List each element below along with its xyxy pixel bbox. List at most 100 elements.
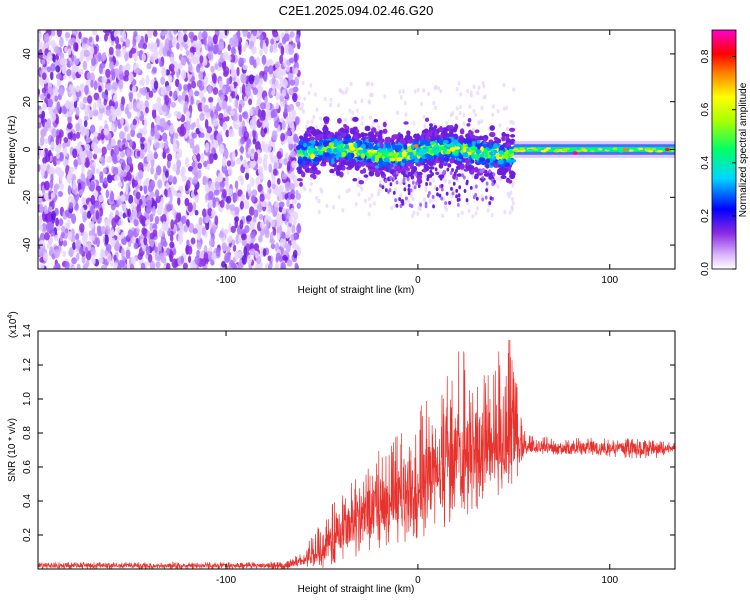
noise-blob [87,95,93,104]
noise-blob [58,151,64,162]
faint-blob [376,192,380,197]
line-blob [513,149,519,153]
noise-blob [266,143,272,153]
band-blob [330,158,335,165]
band-blob [307,149,314,154]
band-blob [358,180,365,185]
noise-blob [296,222,301,234]
band-blob [407,139,412,144]
band-blob [317,150,324,155]
tail-blob [488,201,492,206]
tail-blob [391,169,395,174]
band-blob [335,170,341,176]
snr-multiplier: (x104) [7,311,19,338]
noise-blob [213,153,218,161]
snr-ytick-label: 0.2 [22,528,33,542]
noise-blob [140,143,145,150]
noise-blob [229,110,235,117]
noise-blob [54,146,61,154]
band-blob [340,159,346,166]
noise-blob [185,49,190,57]
tail-blob [399,203,403,208]
noise-blob [267,179,272,189]
noise-blob [111,81,118,92]
band-blob [297,169,304,174]
noise-blob [272,30,279,38]
noise-blob [284,193,289,200]
noise-blob [270,109,276,119]
band-blob [467,164,473,169]
noise-blob [231,151,236,162]
band-blob [369,163,375,167]
noise-blob [38,163,41,173]
noise-blob [88,109,94,118]
noise-blob [187,245,193,255]
band-blob [352,134,359,139]
band-blob [396,157,403,162]
noise-blob [177,234,184,245]
band-blob [493,142,499,149]
noise-blob [133,30,138,37]
noise-blob [209,238,214,247]
noise-blob [252,124,257,131]
noise-blob [41,72,47,80]
noise-blob [146,199,153,207]
noise-blob [133,242,139,250]
band-blob [445,151,451,155]
faint-blob [367,100,371,105]
noise-blob [169,124,175,135]
noise-blob [249,160,256,170]
band-blob [325,130,331,135]
noise-blob [160,196,165,204]
faint-blob [329,97,333,103]
band-blob [390,157,396,162]
noise-blob [131,256,137,265]
snr-series [38,339,675,569]
noise-blob [247,147,251,156]
faint-blob [498,123,502,128]
noise-blob [157,242,162,252]
line-blob [576,149,582,153]
noise-blob [177,229,184,236]
noise-blob [279,72,284,83]
band-blob [378,129,383,136]
noise-blob [249,55,255,66]
noise-blob [50,230,56,237]
noise-blob [234,123,240,130]
noise-blob [172,36,177,44]
noise-blob [253,209,259,218]
band-blob [297,149,303,155]
noise-blob [56,152,60,159]
faint-blob [367,196,371,202]
tail-blob [429,169,433,174]
tail-blob [482,167,485,172]
band-blob [452,151,459,155]
tail-blob [406,177,410,182]
noise-blob [101,146,107,156]
faint-blob [427,91,431,97]
snr-multiplier-base: (x104) [7,311,19,338]
noise-blob [68,202,74,209]
noise-blob [64,99,71,109]
noise-blob [101,225,106,235]
noise-blob [101,53,106,62]
band-blob [499,145,505,151]
noise-blob [120,117,124,126]
noise-blob [82,60,88,71]
faint-blob [502,82,506,88]
noise-blob [140,262,146,269]
noise-blob [52,53,57,63]
noise-blob [150,166,155,175]
noise-blob [199,250,205,259]
noise-blob [93,80,98,91]
noise-blob [214,63,219,70]
noise-blob [144,33,149,44]
tail-blob [485,188,489,193]
noise-blob [230,46,236,55]
noise-blob [115,244,120,251]
faint-blob [510,207,514,212]
noise-blob [96,225,101,233]
noise-blob [120,150,125,158]
tail-blob [419,202,423,207]
noise-blob [132,118,137,126]
